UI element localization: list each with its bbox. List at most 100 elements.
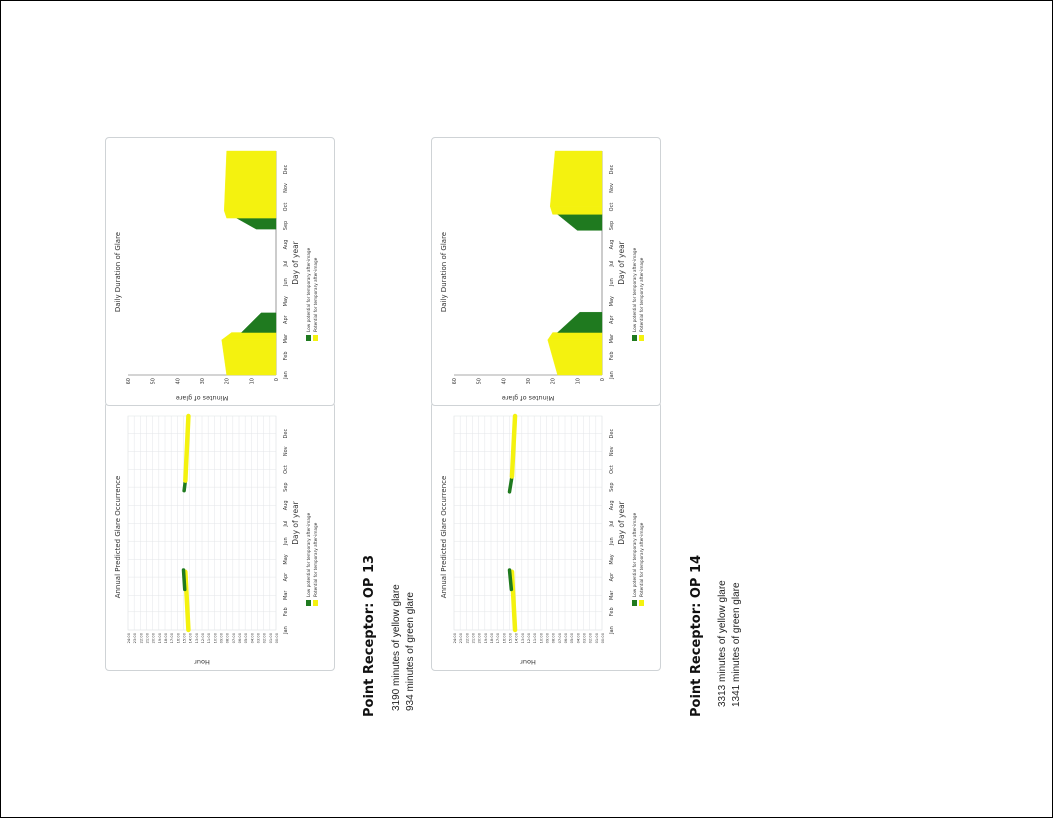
x-tick-label: Nov [609, 446, 615, 456]
y-tick-label: 0 [600, 378, 606, 381]
y-tick-label: 18:00 [490, 632, 494, 643]
x-tick-label: Jan [609, 371, 615, 380]
x-tick-label: Aug [283, 240, 289, 250]
y-tick-label: 05:00 [570, 632, 574, 643]
glare-occurrence-chart-op13: Annual Predicted Glare Occurrence 00:00 01… [105, 402, 335, 671]
x-tick-label: Sep [283, 221, 289, 230]
x-tick-label: Jul [283, 261, 289, 268]
x-tick-label: Oct [609, 465, 615, 474]
y-tick-label: 16:00 [502, 632, 506, 643]
y-tick-label: 30 [526, 378, 532, 384]
x-tick-label: Dec [609, 429, 615, 439]
receptor-title: Point Receptor: OP 14 [689, 554, 704, 717]
legend-swatch-yellow [313, 600, 318, 606]
y-axis-label: Hour [520, 658, 536, 666]
x-tick-label: Apr [283, 572, 289, 582]
x-tick-label: Nov [609, 183, 615, 193]
y-tick-label: 19:00 [484, 632, 488, 643]
glare-occurrence-svg-op14: Annual Predicted Glare Occurrence 00:0001… [440, 413, 644, 666]
x-tick-label: May [609, 296, 615, 306]
daily-duration-svg-op13: Daily Duration of Glare 0 10 20 30 40 50 60 Jan F… [114, 150, 318, 402]
x-tick-label: Dec [283, 164, 289, 174]
x-tick-label: Feb [609, 351, 615, 360]
x-tick-label: Mar [609, 333, 615, 343]
y-tick-label: 04:00 [250, 632, 254, 643]
y-tick-label: 14:00 [189, 632, 193, 643]
yellow-glare-bars [549, 206, 603, 215]
legend-swatch-yellow [313, 335, 318, 341]
y-tick-label: 10 [249, 378, 255, 384]
y-tick-label: 40 [175, 378, 181, 384]
y-tick-label: 17:00 [496, 632, 500, 643]
y-tick-label: 04:00 [576, 632, 580, 643]
x-tick-label: Oct [283, 465, 289, 474]
y-axis-label: Minutes of glare [502, 394, 554, 402]
y-tick-label: 07:00 [232, 632, 236, 643]
y-tick-label: 22:00 [139, 632, 143, 643]
y-tick-label: 18:00 [164, 632, 168, 643]
y-tick-label: 21:00 [472, 632, 476, 643]
y-tick-label: 11:00 [533, 632, 537, 643]
x-tick-label: Jan [283, 626, 289, 635]
green-glare-bars [557, 312, 603, 333]
x-tick-label: Feb [609, 607, 615, 616]
x-tick-label: Mar [283, 590, 289, 600]
legend-label-yellow: Potential for temporary after-image [313, 522, 318, 597]
x-tick-label: May [283, 554, 289, 564]
x-tick-label: Sep [283, 482, 289, 491]
y-tick-label: 00:00 [601, 632, 605, 643]
y-tick-label: 23:00 [133, 632, 137, 643]
x-tick-label: Jul [609, 261, 615, 268]
x-tick-label: Nov [283, 446, 289, 456]
y-tick-label: 02:00 [263, 632, 267, 643]
x-axis-label: Day of year [291, 500, 300, 544]
glare-occurrence-chart-op14: Annual Predicted Glare Occurrence 00:00 01… [431, 402, 661, 671]
green-glare-minutes: 1341 minutes of green glare [731, 582, 742, 707]
y-tick-label: 23:00 [459, 632, 463, 643]
y-axis-label: Minutes of glare [176, 394, 228, 402]
yellow-glare-bars [221, 332, 277, 341]
y-tick-label: 50 [477, 378, 483, 384]
y-tick-label: 15:00 [509, 632, 513, 643]
yellow-glare-bars [223, 150, 277, 211]
x-tick-label: Jun [609, 537, 615, 546]
chart-title: Annual Predicted Glare Occurrence [114, 476, 122, 599]
yellow-glare-band [183, 413, 191, 483]
legend-label-yellow: Potential for temporary after-image [639, 257, 644, 332]
y-tick-label: 16:00 [176, 632, 180, 643]
legend-label-yellow: Potential for temporary after-image [639, 522, 644, 597]
x-tick-label: Aug [609, 500, 615, 510]
y-axis-label: Hour [194, 658, 210, 666]
x-tick-label: Aug [609, 240, 615, 250]
legend-label-green: Low potential for temporary after-image [306, 512, 311, 597]
y-tick-label: 01:00 [269, 632, 273, 643]
legend-swatch-green [632, 335, 637, 341]
x-tick-label: Mar [609, 590, 615, 600]
legend-swatch-yellow [639, 600, 644, 606]
y-tick-label: 08:00 [226, 632, 230, 643]
legend-label-yellow: Potential for temporary after-image [313, 257, 318, 332]
x-tick-label: Jun [283, 537, 289, 546]
x-tick-label: Nov [283, 183, 289, 193]
daily-duration-chart-op13: Daily Duration of Glare 0 10 20 30 40 50 60 Jan F… [105, 137, 335, 406]
y-tick-label: 08:00 [552, 632, 556, 643]
y-tick-label: 00:00 [275, 632, 279, 643]
yellow-glare-band [509, 569, 518, 633]
x-tick-label: Mar [283, 333, 289, 343]
y-tick-label: 05:00 [244, 632, 248, 643]
y-tick-label: 12:00 [201, 632, 205, 643]
rotated-content: Annual Predicted Glare Occurrence 00:00 01… [1, 1, 742, 781]
yellow-glare-minutes: 3313 minutes of yellow glare [717, 580, 728, 707]
y-tick-label: 10:00 [539, 632, 543, 643]
legend-swatch-green [306, 335, 311, 341]
x-tick-label: Feb [283, 351, 289, 360]
green-glare-band [507, 474, 514, 494]
x-tick-label: May [283, 296, 289, 306]
y-tick-label: 12:00 [527, 632, 531, 643]
daily-duration-svg-op14: Daily Duration of Glare 0 10 20 30 40 50 60 Jan F… [440, 150, 644, 402]
y-tick-label: 10 [575, 378, 581, 384]
y-tick-label: 40 [501, 378, 507, 384]
legend-label-green: Low potential for temporary after-image [306, 247, 311, 332]
green-glare-bars [557, 214, 603, 231]
yellow-glare-bars [547, 332, 603, 341]
